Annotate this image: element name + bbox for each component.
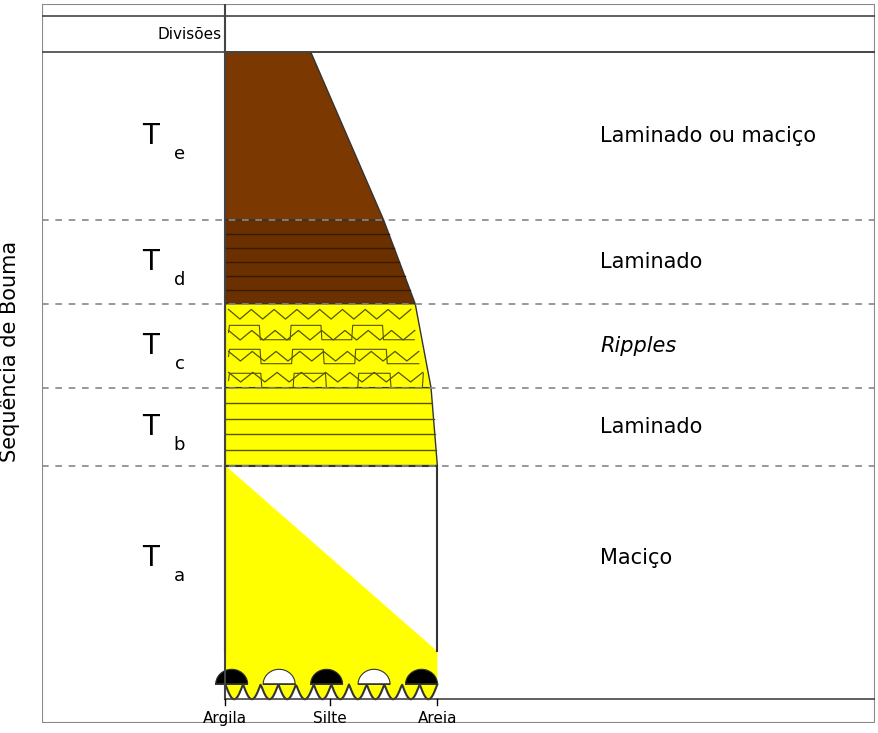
Text: Sequência de Bouma: Sequência de Bouma	[0, 241, 19, 463]
Text: Ripples: Ripples	[600, 336, 675, 356]
Polygon shape	[225, 220, 414, 303]
Text: T: T	[142, 545, 159, 572]
Text: Maciço: Maciço	[600, 548, 672, 569]
Text: Laminado: Laminado	[600, 416, 702, 437]
Polygon shape	[405, 669, 437, 685]
Polygon shape	[310, 669, 342, 685]
Text: d: d	[174, 270, 185, 289]
Text: Divisões: Divisões	[157, 26, 221, 42]
Text: Areia: Areia	[417, 711, 457, 726]
Polygon shape	[357, 669, 390, 685]
Text: a: a	[174, 567, 185, 586]
Text: T: T	[142, 248, 159, 276]
Text: b: b	[174, 435, 185, 454]
Text: T: T	[142, 413, 159, 441]
Text: T: T	[142, 332, 159, 360]
Text: Laminado ou maciço: Laminado ou maciço	[600, 126, 816, 146]
Text: Laminado: Laminado	[600, 252, 702, 272]
Text: c: c	[175, 355, 184, 372]
Polygon shape	[225, 465, 437, 699]
Polygon shape	[215, 669, 248, 685]
Polygon shape	[225, 52, 383, 220]
Polygon shape	[225, 388, 437, 465]
Polygon shape	[225, 303, 430, 388]
Text: e: e	[174, 145, 185, 163]
Text: Silte: Silte	[313, 711, 346, 726]
Text: T: T	[142, 122, 159, 150]
Text: Argila: Argila	[203, 711, 247, 726]
Polygon shape	[263, 669, 295, 685]
